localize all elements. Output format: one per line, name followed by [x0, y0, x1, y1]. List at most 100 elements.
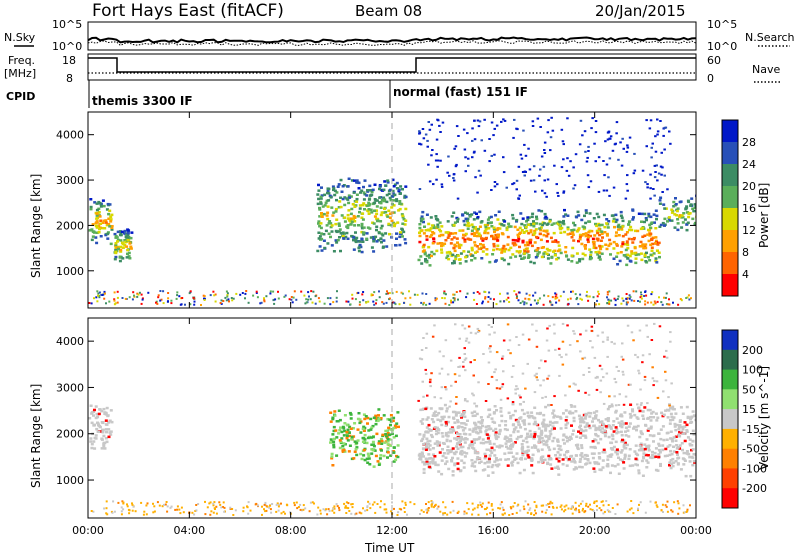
- heatmap-cell: [496, 183, 499, 186]
- heatmap-cell: [606, 407, 610, 411]
- power-colorbar-label: Power [dB]: [757, 183, 771, 248]
- heatmap-cell: [633, 169, 637, 172]
- heatmap-cell: [608, 238, 612, 242]
- heatmap-cell: [302, 508, 305, 511]
- heatmap-cell: [92, 414, 95, 417]
- heatmap-cell: [398, 202, 402, 205]
- heatmap-cell: [584, 234, 588, 238]
- heatmap-cell: [471, 139, 474, 142]
- heatmap-cell: [507, 458, 510, 461]
- heatmap-cell: [526, 250, 530, 253]
- heatmap-cell: [492, 242, 496, 246]
- heatmap-cell: [510, 464, 514, 467]
- heatmap-cell: [499, 292, 501, 295]
- heatmap-cell: [467, 224, 471, 228]
- heatmap-cell: [525, 302, 528, 305]
- heatmap-cell: [600, 368, 604, 371]
- heatmap-cell: [375, 228, 378, 232]
- heatmap-cell: [170, 299, 173, 302]
- heatmap-cell: [341, 185, 345, 188]
- heatmap-cell: [510, 507, 513, 510]
- heatmap-cell: [430, 250, 434, 254]
- heatmap-cell: [375, 240, 379, 243]
- heatmap-cell: [650, 339, 654, 341]
- heatmap-cell: [430, 224, 434, 227]
- heatmap-cell: [584, 436, 588, 439]
- heatmap-cell: [266, 505, 269, 508]
- heatmap-cell: [551, 502, 554, 505]
- heatmap-cell: [326, 211, 330, 214]
- heatmap-cell: [613, 225, 616, 229]
- heatmap-cell: [577, 414, 581, 418]
- heatmap-cell: [462, 233, 465, 237]
- heatmap-cell: [567, 298, 569, 301]
- noise-panel-frame: [87, 21, 697, 51]
- heatmap-cell: [477, 420, 481, 424]
- heatmap-cell: [581, 357, 584, 360]
- heatmap-cell: [600, 420, 604, 423]
- heatmap-cell: [613, 342, 616, 345]
- heatmap-cell: [574, 466, 578, 469]
- heatmap-cell: [672, 408, 676, 411]
- heatmap-cell: [621, 370, 625, 373]
- heatmap-cell: [569, 297, 572, 300]
- heatmap-cell: [557, 473, 561, 476]
- heatmap-cell: [534, 190, 537, 193]
- heatmap-cell: [589, 340, 592, 342]
- heatmap-cell: [578, 436, 582, 439]
- heatmap-cell: [523, 224, 527, 227]
- heatmap-cell: [302, 504, 305, 507]
- heatmap-cell: [471, 429, 475, 433]
- heatmap-cell: [460, 453, 464, 456]
- heatmap-cell: [625, 231, 629, 234]
- heatmap-cell: [362, 202, 366, 205]
- heatmap-cell: [624, 434, 628, 437]
- heatmap-cell: [607, 176, 610, 179]
- heatmap-cell: [232, 514, 235, 516]
- heatmap-cell: [475, 231, 479, 234]
- heatmap-cell: [473, 414, 477, 417]
- heatmap-cell: [538, 367, 541, 370]
- heatmap-cell: [453, 221, 457, 224]
- heatmap-cell: [277, 290, 279, 293]
- heatmap-cell: [369, 417, 373, 421]
- heatmap-cell: [645, 324, 648, 327]
- heatmap-cell: [423, 461, 427, 464]
- heatmap-cell: [511, 513, 514, 515]
- heatmap-cell: [654, 302, 657, 305]
- heatmap-cell: [371, 221, 375, 224]
- heatmap-cell: [464, 432, 468, 436]
- heatmap-cell: [121, 257, 125, 260]
- heatmap-cell: [628, 422, 632, 425]
- heatmap-cell: [428, 264, 432, 267]
- colorbar-segment: [722, 164, 738, 187]
- heatmap-cell: [515, 336, 518, 338]
- heatmap-cell: [446, 420, 450, 424]
- heatmap-cell: [666, 431, 670, 435]
- heatmap-cell: [377, 408, 381, 411]
- heatmap-cell: [546, 257, 550, 260]
- heatmap-cell: [517, 235, 520, 239]
- heatmap-cell: [473, 234, 477, 237]
- heatmap-cell: [449, 428, 452, 431]
- heatmap-cell: [427, 222, 431, 226]
- heatmap-cell: [422, 468, 426, 471]
- heatmap-cell: [611, 507, 614, 509]
- heatmap-cell: [547, 119, 550, 122]
- heatmap-cell: [554, 292, 557, 295]
- heatmap-cell: [580, 455, 584, 458]
- heatmap-cell: [661, 191, 664, 193]
- heatmap-cell: [572, 429, 575, 432]
- heatmap-cell: [483, 118, 486, 121]
- heatmap-cell: [488, 442, 492, 445]
- heatmap-cell: [607, 435, 611, 439]
- heatmap-cell: [375, 225, 379, 228]
- heatmap-cell: [331, 509, 334, 512]
- heatmap-cell: [626, 510, 629, 513]
- heatmap-cell: [354, 204, 358, 207]
- heatmap-cell: [105, 430, 108, 434]
- heatmap-cell: [95, 427, 99, 431]
- heatmap-cell: [561, 363, 565, 366]
- heatmap-cell: [473, 119, 476, 122]
- heatmap-cell: [588, 220, 592, 223]
